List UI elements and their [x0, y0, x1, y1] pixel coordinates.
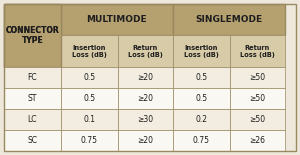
Bar — [173, 109, 230, 130]
Text: 0.75: 0.75 — [81, 136, 98, 145]
Text: Insertion
Loss (dB): Insertion Loss (dB) — [72, 44, 107, 58]
Bar — [4, 35, 61, 67]
Text: ≥20: ≥20 — [137, 136, 153, 145]
Bar — [118, 67, 173, 88]
Bar — [173, 35, 230, 67]
Text: Return
Loss (dB): Return Loss (dB) — [240, 44, 274, 58]
Text: Insertion
Loss (dB): Insertion Loss (dB) — [184, 44, 219, 58]
Bar — [4, 130, 61, 151]
Bar — [61, 88, 118, 109]
Text: 0.75: 0.75 — [193, 136, 210, 145]
Bar — [4, 4, 61, 67]
Text: 0.1: 0.1 — [83, 115, 95, 124]
Text: ≥20: ≥20 — [137, 73, 153, 82]
Bar — [118, 35, 173, 67]
Bar — [4, 88, 61, 109]
Text: MULTIMODE: MULTIMODE — [86, 15, 147, 24]
Bar — [61, 4, 173, 35]
Bar — [61, 67, 118, 88]
Text: SINGLEMODE: SINGLEMODE — [195, 15, 262, 24]
Text: 0.5: 0.5 — [195, 94, 207, 103]
Text: Return
Loss (dB): Return Loss (dB) — [128, 44, 163, 58]
Bar — [4, 4, 61, 67]
Bar — [61, 35, 118, 67]
Text: 0.5: 0.5 — [195, 73, 207, 82]
Text: ≥50: ≥50 — [249, 115, 265, 124]
Text: CONNECTOR
TYPE: CONNECTOR TYPE — [6, 26, 59, 45]
Bar — [230, 109, 285, 130]
Bar — [4, 109, 61, 130]
Text: ≥50: ≥50 — [249, 73, 265, 82]
Text: FC: FC — [28, 73, 37, 82]
Text: ST: ST — [28, 94, 37, 103]
Text: SC: SC — [28, 136, 38, 145]
Bar — [230, 130, 285, 151]
Bar — [61, 109, 118, 130]
Text: LC: LC — [28, 115, 37, 124]
Text: CONNECTOR
TYPE: CONNECTOR TYPE — [6, 26, 59, 45]
Text: ≥26: ≥26 — [249, 136, 265, 145]
Text: ≥20: ≥20 — [137, 94, 153, 103]
Bar — [4, 67, 61, 88]
Bar — [230, 88, 285, 109]
Bar — [61, 130, 118, 151]
Bar — [118, 109, 173, 130]
Bar — [173, 4, 285, 35]
Bar — [173, 67, 230, 88]
Text: ≥30: ≥30 — [137, 115, 153, 124]
Text: 0.5: 0.5 — [83, 73, 95, 82]
Text: 0.2: 0.2 — [195, 115, 207, 124]
Text: 0.5: 0.5 — [83, 94, 95, 103]
Bar — [118, 130, 173, 151]
Bar — [118, 88, 173, 109]
Bar — [173, 88, 230, 109]
Bar — [230, 67, 285, 88]
Bar — [173, 130, 230, 151]
Bar — [230, 35, 285, 67]
Text: ≥50: ≥50 — [249, 94, 265, 103]
